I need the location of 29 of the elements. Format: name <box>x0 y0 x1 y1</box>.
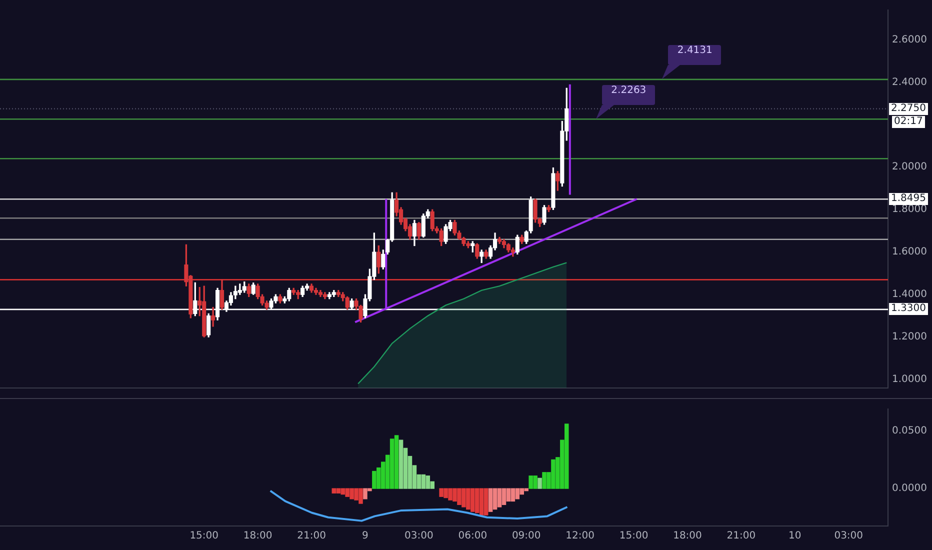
ref-line-label: 1.3300 <box>889 303 928 316</box>
annotation: 2.4131 <box>668 45 722 66</box>
y-tick-label: 0.0000 <box>892 483 927 494</box>
x-tick-label: 03:00 <box>404 530 434 542</box>
x-tick-label: 18:00 <box>243 530 272 542</box>
x-tick-label: 15:00 <box>619 530 648 542</box>
y-tick-label: 1.0000 <box>892 374 927 386</box>
annotation: 2.2263 <box>602 85 656 106</box>
text: 02:17 <box>892 116 925 128</box>
x-tick-label: 21:00 <box>297 530 326 542</box>
x-tick-label: 09:00 <box>512 530 541 542</box>
y-tick-label: 2.4000 <box>892 76 927 88</box>
y-tick-label: 2.6000 <box>892 34 927 46</box>
y-tick-label: 2.0000 <box>892 162 927 173</box>
y-tick-label: 1.4000 <box>892 289 927 300</box>
x-tick-label: 18:00 <box>673 530 702 542</box>
x-tick-label: 21:00 <box>726 530 756 542</box>
ref-line-label: 2.2750 <box>889 102 928 115</box>
x-tick-label: 12:00 <box>566 530 594 542</box>
x-tick-label: 15:00 <box>190 530 219 542</box>
y-tick-label: 1.6000 <box>892 246 927 258</box>
y-tick-label: 0.0500 <box>892 425 927 436</box>
y-tick-label: 1.2000 <box>892 332 927 343</box>
ref-line-label: 1.8495 <box>889 193 928 206</box>
x-tick-label: 10 <box>788 530 802 542</box>
x-tick-label: 06:00 <box>458 530 488 542</box>
x-tick-label: 03:00 <box>834 530 864 542</box>
x-tick-label: 9 <box>362 530 368 542</box>
y-tick-label: 1.8000 <box>892 204 927 216</box>
